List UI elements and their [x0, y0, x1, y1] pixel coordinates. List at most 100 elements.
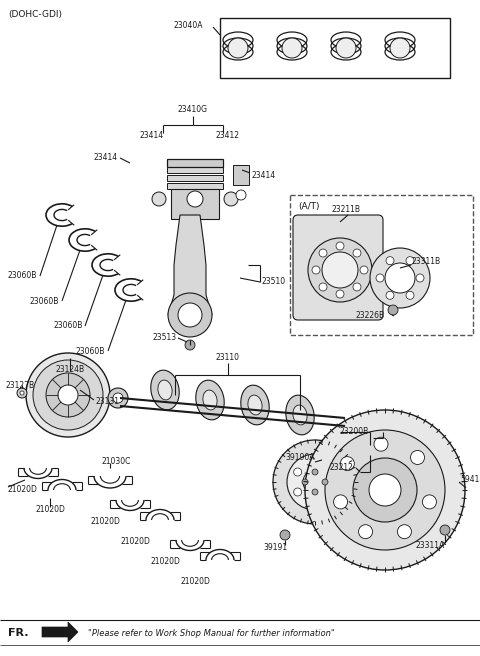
Circle shape	[46, 373, 90, 417]
Bar	[233, 165, 249, 185]
Circle shape	[319, 283, 327, 291]
Text: 23414: 23414	[94, 154, 118, 163]
Circle shape	[440, 525, 450, 535]
Text: 23311A: 23311A	[415, 541, 444, 550]
Circle shape	[386, 291, 394, 299]
Circle shape	[334, 495, 348, 509]
Circle shape	[305, 410, 465, 570]
Ellipse shape	[286, 395, 314, 435]
Ellipse shape	[293, 405, 307, 425]
Circle shape	[369, 474, 401, 506]
FancyBboxPatch shape	[293, 215, 383, 320]
Text: 23060B: 23060B	[53, 321, 83, 331]
Circle shape	[370, 248, 430, 308]
Circle shape	[58, 385, 78, 405]
Circle shape	[113, 393, 123, 403]
Ellipse shape	[241, 385, 269, 425]
Text: 21020D: 21020D	[8, 485, 38, 495]
Text: 23040A: 23040A	[174, 22, 204, 30]
Circle shape	[236, 190, 246, 200]
Ellipse shape	[248, 395, 262, 415]
Text: 23212: 23212	[330, 464, 354, 472]
Circle shape	[319, 249, 327, 257]
Circle shape	[20, 391, 24, 395]
Text: 23060B: 23060B	[76, 346, 106, 356]
Text: 23060B: 23060B	[30, 297, 60, 306]
Circle shape	[359, 525, 372, 539]
Bar	[167, 183, 223, 189]
Text: 23513: 23513	[153, 333, 177, 342]
Circle shape	[312, 266, 320, 274]
Text: 21020D: 21020D	[150, 558, 180, 567]
Circle shape	[328, 488, 336, 496]
Text: 23410G: 23410G	[178, 106, 208, 115]
Circle shape	[228, 38, 248, 58]
Text: 23311B: 23311B	[412, 258, 441, 266]
Polygon shape	[42, 622, 78, 642]
Circle shape	[294, 468, 301, 476]
Circle shape	[312, 469, 318, 475]
Circle shape	[410, 451, 424, 464]
Circle shape	[322, 479, 328, 485]
Text: 59418: 59418	[460, 476, 480, 485]
Circle shape	[224, 192, 238, 206]
Text: (DOHC-GDI): (DOHC-GDI)	[8, 9, 62, 18]
Circle shape	[308, 238, 372, 302]
Circle shape	[336, 290, 344, 298]
Text: 21030C: 21030C	[102, 457, 132, 466]
Circle shape	[340, 457, 354, 470]
Circle shape	[336, 242, 344, 250]
Text: "Please refer to Work Shop Manual for further information": "Please refer to Work Shop Manual for fu…	[88, 628, 335, 638]
Bar	[171, 189, 219, 219]
Circle shape	[360, 266, 368, 274]
Circle shape	[390, 38, 410, 58]
Text: (A/T): (A/T)	[298, 203, 320, 211]
Circle shape	[273, 440, 357, 524]
Circle shape	[168, 293, 212, 337]
Polygon shape	[168, 215, 212, 315]
Text: 21020D: 21020D	[90, 518, 120, 527]
Bar	[167, 175, 223, 181]
Ellipse shape	[151, 370, 179, 410]
Circle shape	[26, 353, 110, 437]
Circle shape	[287, 454, 343, 510]
Ellipse shape	[203, 390, 217, 410]
Circle shape	[406, 291, 414, 299]
Circle shape	[385, 263, 415, 293]
Circle shape	[353, 249, 361, 257]
Bar	[220, 18, 450, 78]
Circle shape	[303, 470, 327, 494]
Text: 39190A: 39190A	[285, 453, 314, 462]
Text: 23110: 23110	[216, 354, 240, 363]
Text: 23510: 23510	[262, 277, 286, 287]
Bar	[290, 195, 473, 335]
Circle shape	[280, 530, 290, 540]
Circle shape	[302, 479, 308, 485]
Circle shape	[388, 305, 398, 315]
Circle shape	[282, 38, 302, 58]
Circle shape	[322, 252, 358, 288]
Text: 23200B: 23200B	[340, 428, 369, 436]
Circle shape	[311, 498, 319, 506]
Text: 21020D: 21020D	[120, 537, 150, 546]
Circle shape	[336, 38, 356, 58]
Circle shape	[353, 458, 417, 522]
Circle shape	[422, 495, 436, 509]
Text: 23131: 23131	[95, 398, 119, 407]
Circle shape	[152, 192, 166, 206]
Text: 23414: 23414	[140, 131, 164, 140]
Circle shape	[325, 430, 445, 550]
Text: 23226B: 23226B	[355, 310, 384, 319]
Circle shape	[312, 489, 318, 495]
Circle shape	[108, 388, 128, 408]
Text: 23124B: 23124B	[55, 365, 84, 375]
Circle shape	[17, 388, 27, 398]
Circle shape	[397, 525, 411, 539]
Circle shape	[416, 274, 424, 282]
Circle shape	[185, 340, 195, 350]
Circle shape	[386, 256, 394, 264]
Text: 23211B: 23211B	[332, 205, 361, 215]
Circle shape	[406, 256, 414, 264]
Text: 21020D: 21020D	[35, 506, 65, 514]
Circle shape	[294, 488, 301, 496]
